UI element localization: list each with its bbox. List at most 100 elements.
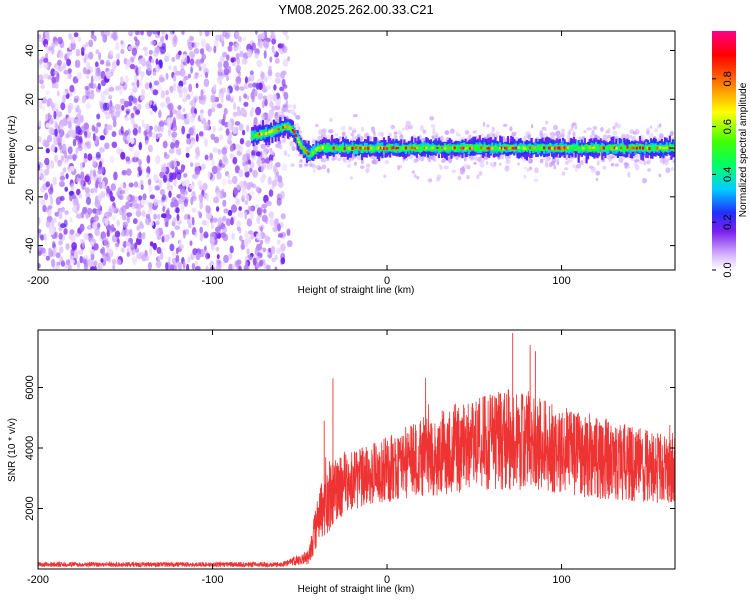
signal-cell (629, 144, 632, 151)
halo-speck (289, 140, 295, 147)
noise-blob (220, 126, 223, 131)
noise-blob (190, 162, 194, 168)
noise-blob (105, 59, 111, 67)
noise-blob (75, 177, 81, 184)
halo-speck (544, 127, 547, 132)
signal-cell (544, 145, 547, 151)
noise-blob (274, 77, 281, 85)
noise-blob (102, 102, 108, 111)
halo-speck (292, 104, 297, 109)
noise-blob (244, 211, 248, 220)
halo-speck (625, 133, 630, 140)
noise-blob (254, 90, 258, 97)
noise-blob (160, 90, 165, 99)
signal-cell (549, 146, 552, 150)
signal-cell (389, 144, 392, 152)
noise-blob (50, 219, 55, 228)
noise-blob (108, 50, 114, 57)
noise-blob (52, 241, 56, 248)
noise-blob (131, 47, 138, 56)
noise-blob (164, 55, 170, 63)
halo-speck (360, 126, 365, 132)
signal-cell (660, 145, 664, 151)
halo-speck (287, 104, 293, 109)
noise-blob (139, 94, 145, 101)
signal-cell (431, 146, 434, 150)
y-tick-label: -40 (24, 238, 36, 254)
halo-speck (476, 174, 480, 179)
noise-blob (175, 207, 180, 214)
halo-speck (486, 124, 490, 128)
noise-blob (197, 180, 203, 187)
noise-blob (267, 176, 272, 186)
signal-cell (290, 125, 293, 133)
halo-speck (526, 167, 530, 172)
signal-cell (472, 145, 475, 150)
signal-cell (554, 146, 557, 150)
noise-blob (140, 179, 144, 186)
halo-speck (556, 134, 560, 139)
noise-blob (187, 214, 191, 220)
noise-blob (133, 181, 139, 188)
signal-cell (409, 146, 412, 150)
noise-blob (194, 162, 201, 167)
signal-cell (272, 128, 276, 133)
noise-blob (98, 160, 103, 168)
noise-blob (114, 242, 120, 248)
halo-speck (404, 124, 410, 131)
halo-speck (401, 127, 405, 131)
noise-blob (243, 93, 248, 99)
noise-blob (221, 118, 226, 126)
signal-cell (569, 145, 572, 150)
noise-blob (225, 94, 231, 101)
noise-blob (204, 154, 209, 160)
halo-speck (384, 160, 389, 165)
noise-blob (83, 258, 88, 267)
noise-blob (263, 50, 267, 59)
noise-blob (67, 154, 74, 160)
noise-blob (212, 147, 219, 153)
noise-blob (65, 259, 71, 266)
signal-cell (381, 146, 384, 149)
noise-blob (286, 228, 291, 236)
halo-speck (416, 176, 420, 180)
noise-blob (152, 243, 156, 249)
noise-blob (255, 186, 260, 193)
noise-blob (147, 178, 152, 186)
noise-blob (132, 86, 138, 93)
noise-blob (282, 31, 289, 36)
halo-speck (443, 165, 449, 170)
halo-speck (621, 155, 626, 160)
noise-blob (170, 201, 175, 208)
signal-cell (610, 146, 613, 150)
noise-blob (169, 85, 174, 94)
halo-speck (602, 165, 607, 170)
noise-blob (38, 228, 42, 234)
noise-blob (54, 154, 58, 163)
halo-speck (524, 166, 527, 170)
signal-cell (638, 146, 642, 150)
noise-blob (75, 48, 81, 57)
noise-blob (238, 123, 244, 131)
noise-blob (171, 56, 176, 63)
noise-blob (43, 57, 49, 63)
signal-cell (574, 144, 577, 151)
halo-speck (321, 164, 327, 170)
signal-cell (387, 144, 390, 151)
noise-blob (198, 66, 202, 72)
snr-marks (38, 333, 675, 569)
noise-blob (275, 99, 281, 107)
noise-blob (282, 84, 288, 89)
noise-blob (235, 85, 240, 92)
signal-cell (426, 145, 429, 151)
halo-speck (464, 130, 470, 135)
noise-blob (144, 139, 149, 146)
signal-cell (441, 146, 444, 149)
noise-blob (157, 132, 163, 138)
noise-blob (38, 58, 43, 65)
noise-blob (76, 72, 82, 80)
halo-speck (523, 135, 527, 142)
noise-blob (48, 225, 55, 234)
noise-blob (110, 183, 117, 191)
